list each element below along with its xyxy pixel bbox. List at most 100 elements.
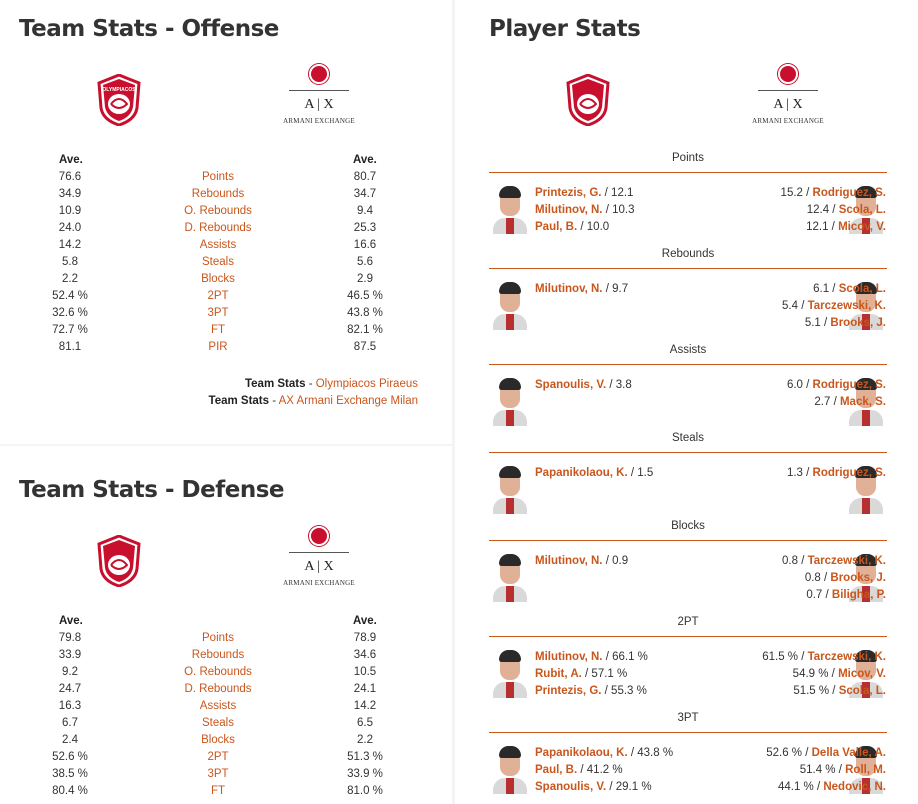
player-name-link[interactable]: Printezis, G.: [535, 187, 602, 199]
stat-label-link[interactable]: Blocks: [201, 734, 235, 746]
category-divider: [489, 540, 887, 541]
player-name-link[interactable]: Scola, L.: [838, 685, 886, 697]
stat-row: 2.2 Blocks 2.9: [0, 273, 452, 290]
player-name-link[interactable]: Micov, V.: [838, 668, 886, 680]
player-name-link[interactable]: Scola, L.: [838, 283, 886, 295]
player-name-link[interactable]: Paul, B.: [535, 764, 578, 776]
player-name-link[interactable]: Scola, L.: [838, 204, 886, 216]
stat-label-link[interactable]: 3PT: [207, 307, 229, 319]
stat-label-link[interactable]: 3PT: [207, 768, 229, 780]
jersey-stripe: [862, 218, 870, 234]
player-name-link[interactable]: Milutinov, N.: [535, 204, 603, 216]
stat-label-link[interactable]: O. Rebounds: [184, 205, 252, 217]
player-name-link[interactable]: Tarczewski, K.: [807, 555, 886, 567]
away-player-photo[interactable]: [848, 376, 884, 426]
olympiacos-logo[interactable]: OLYMPIACOS: [97, 74, 141, 126]
player-stat-value: / 55.3 %: [601, 685, 647, 697]
player-name-link[interactable]: Tarczewski, K.: [807, 300, 886, 312]
player-name-link[interactable]: Biligha, P.: [831, 589, 886, 601]
stat-label-link[interactable]: D. Rebounds: [184, 222, 252, 234]
jersey-stripe: [862, 586, 870, 602]
player-name-link[interactable]: Roll, M.: [845, 764, 886, 776]
stat-label-link[interactable]: PIR: [208, 341, 228, 353]
team-link-home[interactable]: Team Stats - Olympiacos Piraeus: [245, 378, 418, 390]
away-player-photo[interactable]: [848, 552, 884, 602]
stat-label-link[interactable]: FT: [210, 785, 226, 797]
milan-crest-icon: [309, 526, 329, 546]
player-stat-value: 6.1 /: [813, 283, 839, 295]
player-name-link[interactable]: Rodriguez, S.: [812, 187, 886, 199]
home-player-photo[interactable]: [492, 376, 528, 426]
home-player-photo[interactable]: [492, 744, 528, 794]
away-player-photo[interactable]: [848, 648, 884, 698]
player-stat-value: 15.2 /: [780, 187, 813, 199]
team-link-olympiacos[interactable]: Olympiacos Piraeus: [315, 378, 418, 390]
player-name-link[interactable]: Milutinov, N.: [535, 283, 603, 295]
home-player-photo[interactable]: [492, 552, 528, 602]
stat-label-link[interactable]: FT: [210, 324, 226, 336]
team-link-milan[interactable]: AX Armani Exchange Milan: [278, 395, 418, 407]
home-player-photo[interactable]: [492, 280, 528, 330]
player-name-link[interactable]: Mack, S.: [839, 396, 886, 408]
player-category-label: Blocks: [671, 520, 705, 532]
stat-label-link[interactable]: Points: [202, 632, 234, 644]
home-value: 2.2: [62, 273, 78, 285]
player-name-link[interactable]: Papanikolaou, K.: [535, 747, 628, 759]
player-name-link[interactable]: Della Valle, A.: [811, 747, 886, 759]
stat-label-link[interactable]: 2PT: [207, 290, 229, 302]
player-name-link[interactable]: Spanoulis, V.: [535, 781, 607, 793]
player-name-link[interactable]: Milutinov, N.: [535, 651, 603, 663]
armani-exchange-logo[interactable]: A | X ARMANI EXCHANGE: [752, 64, 824, 130]
stat-label-link[interactable]: Points: [202, 171, 234, 183]
away-value: 78.9: [353, 632, 377, 644]
player-name-link[interactable]: Brooks, J.: [830, 572, 886, 584]
player-stat-value: 51.5 % /: [793, 685, 839, 697]
player-name-link[interactable]: Papanikolaou, K.: [535, 467, 628, 479]
away-player-photo[interactable]: [848, 464, 884, 514]
stat-label-link[interactable]: Blocks: [201, 273, 235, 285]
home-player-photo[interactable]: [492, 184, 528, 234]
away-value: 34.7: [353, 188, 377, 200]
away-player-stat: 0.8 / Tarczewski, K.: [782, 555, 886, 567]
milan-crest-icon: [309, 64, 329, 84]
stat-label-link[interactable]: Rebounds: [191, 649, 245, 661]
team-link-away[interactable]: Team Stats - AX Armani Exchange Milan: [209, 395, 418, 407]
team-stats-offense-panel: Team Stats - Offense OLYMPIACOS A | X AR…: [0, 0, 452, 444]
ave-header-away: Ave.: [353, 154, 377, 166]
away-player-stat: 1.3 / Rodriguez, S.: [787, 467, 886, 479]
home-value: 33.9: [58, 649, 82, 661]
away-player-photo[interactable]: [848, 744, 884, 794]
olympiacos-logo[interactable]: [566, 74, 610, 126]
stat-label-link[interactable]: 2PT: [207, 751, 229, 763]
stat-label-link[interactable]: D. Rebounds: [184, 683, 252, 695]
player-name-link[interactable]: Rodriguez, S.: [812, 379, 886, 391]
stat-label-link[interactable]: Steals: [202, 717, 234, 729]
player-name-link[interactable]: Tarczewski, K.: [807, 651, 886, 663]
stat-label-link[interactable]: Assists: [199, 700, 237, 712]
olympiacos-logo[interactable]: [97, 535, 141, 587]
player-name-link[interactable]: Nedovic, N.: [823, 781, 886, 793]
player-name-link[interactable]: Printezis, G.: [535, 685, 602, 697]
player-name-link[interactable]: Milutinov, N.: [535, 555, 603, 567]
player-name-link[interactable]: Micov, V.: [838, 221, 886, 233]
away-player-photo[interactable]: [848, 280, 884, 330]
armani-exchange-logo[interactable]: A | X ARMANI EXCHANGE: [283, 64, 355, 130]
stat-label-link[interactable]: Rebounds: [191, 188, 245, 200]
player-name-link[interactable]: Paul, B.: [535, 221, 578, 233]
armani-exchange-logo[interactable]: A | X ARMANI EXCHANGE: [283, 526, 355, 592]
stat-row: 38.5 % 3PT 33.9 %: [0, 768, 452, 785]
away-player-photo[interactable]: [848, 184, 884, 234]
player-name-link[interactable]: Rubit, A.: [535, 668, 582, 680]
home-player-photo[interactable]: [492, 648, 528, 698]
stat-label-link[interactable]: O. Rebounds: [184, 666, 252, 678]
jersey-stripe: [862, 314, 870, 330]
stat-label-link[interactable]: Steals: [202, 256, 234, 268]
player-name-link[interactable]: Brooks, J.: [830, 317, 886, 329]
ave-header-home: Ave.: [59, 154, 83, 166]
ax-subtitle: ARMANI EXCHANGE: [283, 117, 355, 125]
player-stat-value: / 10.3: [602, 204, 635, 216]
stat-label-link[interactable]: Assists: [199, 239, 237, 251]
player-name-link[interactable]: Spanoulis, V.: [535, 379, 607, 391]
player-name-link[interactable]: Rodriguez, S.: [812, 467, 886, 479]
home-player-photo[interactable]: [492, 464, 528, 514]
